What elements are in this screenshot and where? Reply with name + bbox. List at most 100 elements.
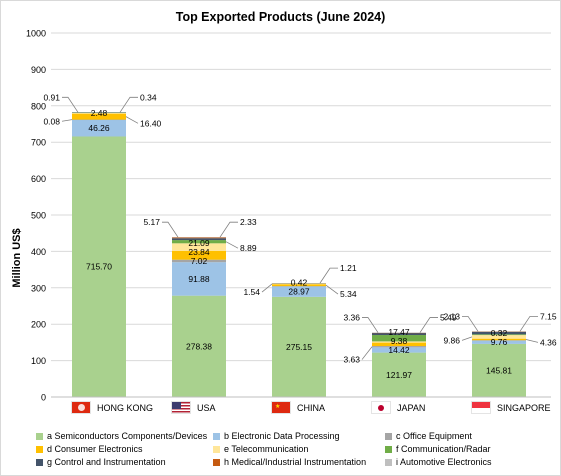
data-label: 715.70: [86, 262, 112, 272]
legend-label: h Medical/Industrial Instrumentation: [224, 457, 367, 467]
data-label: 7.02: [191, 256, 208, 266]
bar-segment: [272, 286, 326, 297]
data-label: 46.26: [88, 123, 110, 133]
legend-swatch: [213, 458, 220, 466]
bar-segment: [172, 240, 226, 244]
hong-kong-flag-icon: [71, 401, 91, 414]
leader-line: [419, 317, 438, 333]
leader-line: [319, 267, 338, 284]
legend-item: g Control and Instrumentation: [36, 457, 166, 467]
legend-swatch: [213, 432, 220, 440]
usa-flag-icon: [171, 401, 191, 414]
data-label: 1.21: [340, 263, 357, 273]
chart-title: Top Exported Products (June 2024): [175, 10, 386, 24]
data-label: 9.76: [491, 337, 508, 347]
x-tick-label: USA: [197, 402, 216, 413]
bar-segment: [272, 296, 326, 397]
data-label: 21.09: [188, 238, 210, 248]
leader-line: [519, 315, 538, 332]
legend-item: e Telecommunication: [213, 444, 308, 454]
bar-segment: [172, 262, 226, 296]
singapore-flag-icon: [471, 401, 491, 414]
data-label: 91.88: [188, 274, 210, 284]
japan-flag-icon: [371, 401, 391, 414]
y-tick-label: 900: [31, 65, 46, 75]
leader-line: [261, 283, 273, 293]
legend-item: f Communication/Radar: [385, 444, 491, 454]
legend-item: c Office Equipment: [385, 431, 472, 441]
legend-swatch: [213, 445, 220, 453]
bar-segment: [472, 340, 526, 344]
data-label: 121.97: [386, 370, 412, 380]
bar-segment: [472, 331, 526, 335]
y-tick-label: 0: [41, 393, 46, 403]
leader-line: [225, 241, 239, 249]
china-flag-icon: ★: [271, 401, 291, 414]
x-tick-label: HONG KONG: [97, 402, 154, 413]
legend-swatch: [385, 458, 392, 466]
data-label: 0.42: [291, 278, 308, 288]
data-label: 0.91: [43, 92, 60, 102]
legend-label: a Semiconductors Components/Devices: [47, 431, 208, 441]
leader-line: [125, 116, 139, 124]
data-label: 5.34: [340, 289, 357, 299]
bar-segment: [72, 112, 126, 114]
bar-segment: [72, 119, 126, 137]
bar-segment: [472, 343, 526, 397]
data-label: 145.81: [486, 365, 512, 375]
y-tick-label: 700: [31, 138, 46, 148]
category-china: ★ CHINA: [271, 401, 325, 414]
y-tick-label: 600: [31, 174, 46, 184]
legend-swatch: [36, 432, 43, 440]
legend-swatch: [385, 445, 392, 453]
legend-label: f Communication/Radar: [396, 444, 491, 454]
category-singapore: SINGAPORE: [471, 401, 551, 414]
bar-segment: [72, 113, 126, 120]
legend-swatch: [36, 458, 43, 466]
leader-line: [462, 315, 479, 332]
data-label: 0.32: [491, 328, 508, 338]
leader-line: [162, 221, 179, 238]
legend-label: b Electronic Data Processing: [224, 431, 340, 441]
bar-segment: [372, 346, 426, 348]
bar-segment: [172, 250, 226, 260]
x-tick-label: SINGAPORE: [497, 402, 551, 413]
data-label: 3.63: [343, 355, 360, 365]
legend-item: h Medical/Industrial Instrumentation: [213, 457, 366, 467]
leader-line: [62, 96, 79, 113]
y-tick-label: 500: [31, 211, 46, 221]
data-label: 275.15: [286, 342, 312, 352]
data-label: 23.84: [188, 247, 210, 257]
bar-segment: [472, 335, 526, 339]
bar-segment: [372, 341, 426, 343]
y-tick-label: 300: [31, 283, 46, 293]
leader-line: [461, 336, 473, 341]
legend-label: d Consumer Electronics: [47, 444, 143, 454]
bar-segment: [272, 284, 326, 287]
bar-segment: [372, 347, 426, 353]
legend-item: a Semiconductors Components/Devices: [36, 431, 207, 441]
legend-item: d Consumer Electronics: [36, 444, 143, 454]
data-label: 1.54: [243, 287, 260, 297]
bar-segment: [372, 342, 426, 347]
data-label: 8.89: [240, 243, 257, 253]
data-label: 2.33: [240, 217, 257, 227]
data-label: 7.15: [540, 311, 557, 321]
bar-segment: [172, 295, 226, 397]
data-label: 28.97: [288, 287, 310, 297]
data-label: 5.49: [440, 313, 457, 323]
y-tick-label: 800: [31, 101, 46, 111]
bar-segment: [472, 338, 526, 341]
legend-label: e Telecommunication: [224, 444, 309, 454]
legend-item: i Automotive Electronics: [385, 457, 492, 467]
x-tick-label: JAPAN: [397, 402, 426, 413]
bar-segment: [372, 352, 426, 397]
x-tick-label: CHINA: [297, 402, 326, 413]
bar-segment: [272, 283, 326, 285]
leader-line: [325, 284, 339, 295]
bar-segment: [72, 136, 126, 397]
legend-label: g Control and Instrumentation: [47, 457, 166, 467]
category-japan: JAPAN: [371, 401, 425, 414]
leader-line: [525, 339, 539, 343]
